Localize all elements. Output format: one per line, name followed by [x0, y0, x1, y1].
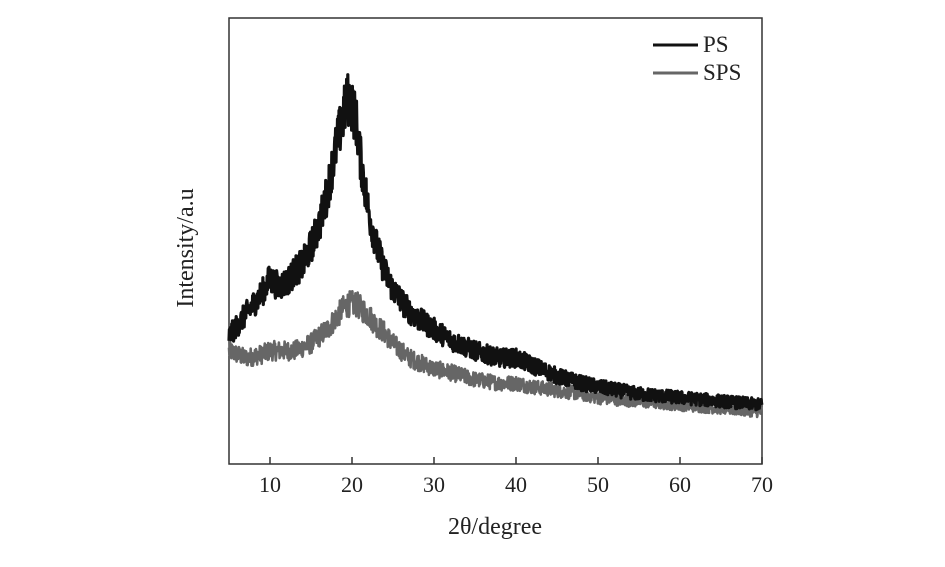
plot-frame: [228, 17, 763, 465]
x-tick-label: 40: [505, 472, 527, 497]
x-tick-label: 50: [587, 472, 609, 497]
legend-label-ps: PS: [703, 32, 729, 57]
x-tick-label: 70: [751, 472, 773, 497]
legend-label-sps: SPS: [703, 60, 741, 85]
y-axis-label: Intensity/a.u: [173, 188, 199, 307]
x-tick-label: 10: [259, 472, 281, 497]
series-group: [227, 73, 764, 419]
x-tick-label: 20: [341, 472, 363, 497]
x-tick-label: 30: [423, 472, 445, 497]
legend: PS SPS: [653, 32, 741, 85]
x-axis-label: 2θ/degree: [448, 514, 542, 540]
x-tick-label: 60: [669, 472, 691, 497]
x-axis-ticks: 10 20 30 40 50 60 70: [259, 457, 773, 497]
series-line-ps: [227, 73, 764, 412]
